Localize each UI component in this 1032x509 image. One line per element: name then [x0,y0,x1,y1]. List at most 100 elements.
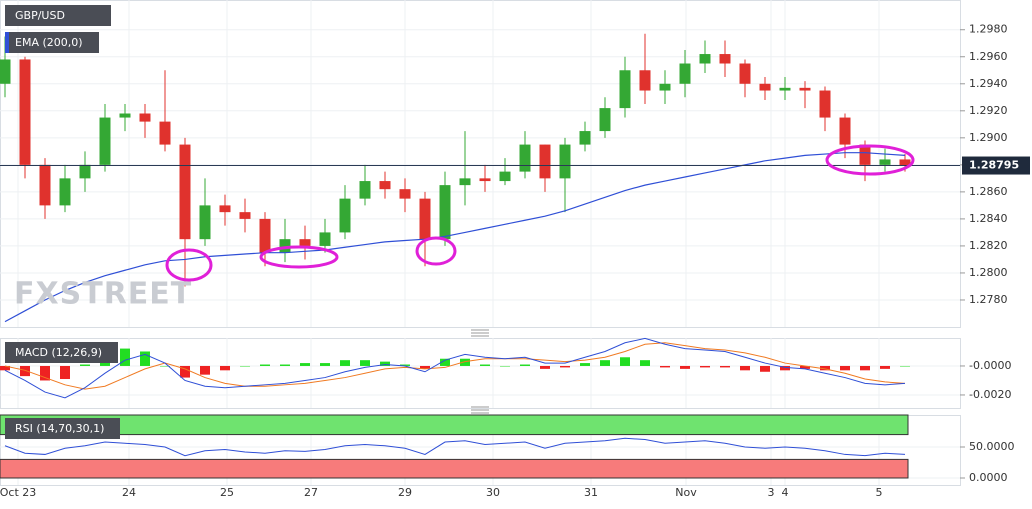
rsi-label: RSI (14,70,30,1) [15,422,104,435]
macd-histogram-bar [80,364,90,366]
candle-body [739,63,751,84]
y-tick-label: 1.2920 [969,104,1008,117]
macd-histogram-bar [40,365,50,381]
resize-handle[interactable] [471,329,489,337]
candle-body [99,117,111,165]
macd-histogram-bar [520,364,530,366]
macd-histogram-bar [860,365,870,371]
candle-body [359,181,371,199]
candle-body [519,144,531,172]
candle-body [779,87,791,91]
y-tick-label: -0.0020 [969,388,1011,401]
candle-body [759,83,771,91]
candle-body [659,83,671,91]
macd-histogram-bar [340,360,350,366]
macd-histogram-bar [480,364,490,366]
candle-body [259,218,271,253]
y-tick-label: 1.2960 [969,50,1008,63]
y-tick-label: 1.2840 [969,212,1008,225]
candle-body [459,178,471,186]
macd-histogram-bar [740,365,750,371]
macd-histogram-bar [60,365,70,380]
highlight-ellipse [415,236,457,266]
macd-histogram-bar [0,365,10,371]
candle-body [499,171,511,182]
macd-histogram-bar [380,361,390,366]
symbol-tag [5,5,111,26]
candle-body [839,117,851,145]
y-tick-label: -0.0000 [969,359,1011,372]
rsi-oversold-band [0,458,909,479]
candle-body [899,159,911,166]
macd-histogram-bar [460,358,470,366]
x-tick-label: 25 [220,486,234,499]
macd-histogram-bar [800,365,810,369]
macd-histogram-bar [560,365,570,368]
macd-histogram-bar [220,365,230,371]
highlight-ellipse [165,248,213,282]
candle-body [619,70,631,109]
macd-histogram-bar [660,365,670,368]
x-tick-label: Nov [675,486,697,499]
x-tick-label: 30 [486,486,500,499]
candle-body [199,205,211,240]
macd-histogram-bar [680,365,690,369]
candle-body [399,189,411,199]
y-tick-label: 0.0000 [969,471,1008,484]
candle-body [579,131,591,145]
plot-layer: Oct 23 24 25 27 29 30 31 Nov 3 4 5 1.2780 1.2800 1.28… [0,0,1030,499]
candle-body [439,185,451,240]
x-tick-label: 31 [584,486,598,499]
candle-body [639,70,651,91]
candle-body [279,239,291,253]
ema-line [4,152,906,323]
x-tick-label: 4 [782,486,789,499]
macd-histogram-bar [840,365,850,371]
last-price-tag [962,156,1030,175]
symbol-label: GBP/USD [15,9,65,22]
macd-histogram-bar [880,365,890,369]
macd-label: MACD (12,26,9) [15,346,102,359]
candle-body [0,59,11,84]
candle-body [239,212,251,219]
highlight-ellipse [259,245,339,269]
signal-line [4,342,906,390]
y-tick-label: 1.2900 [969,131,1008,144]
candle-body [219,205,231,213]
candle-body [679,63,691,84]
ema-label: EMA (200,0) [15,36,83,49]
y-tick-label: 1.2980 [969,23,1008,36]
candle-body [799,87,811,91]
macd-histogram-bar [120,348,130,366]
macd-histogram-bar [820,365,830,371]
highlight-ellipse [825,144,915,176]
y-tick-label: 1.2800 [969,266,1008,279]
candle-body [479,178,491,182]
x-tick-label: 5 [876,486,883,499]
macd-line [4,337,906,399]
candle-body [559,144,571,179]
resize-handle[interactable] [471,406,489,414]
candle-body [299,239,311,246]
macd-histogram-bar [640,360,650,366]
macd-histogram-bar [760,365,770,372]
rsi-line [4,437,906,457]
ema-swatch [5,32,9,53]
macd-histogram-bar [900,365,910,367]
macd-panel [0,338,961,409]
candle-body [59,178,71,206]
candle-body [419,198,431,240]
macd-histogram-bar [540,365,550,369]
macd-histogram-bar [600,360,610,366]
candle-body [19,59,31,165]
macd-histogram-bar [700,365,710,368]
x-tick-label: 3 [768,486,775,499]
candle-body [319,232,331,246]
candle-body [819,90,831,118]
main-panel [0,0,961,328]
watermark: FXSTREET [14,277,192,312]
macd-histogram-bar [180,365,190,378]
candle-body [719,54,731,64]
x-tick-label: Oct 23 [0,486,36,499]
